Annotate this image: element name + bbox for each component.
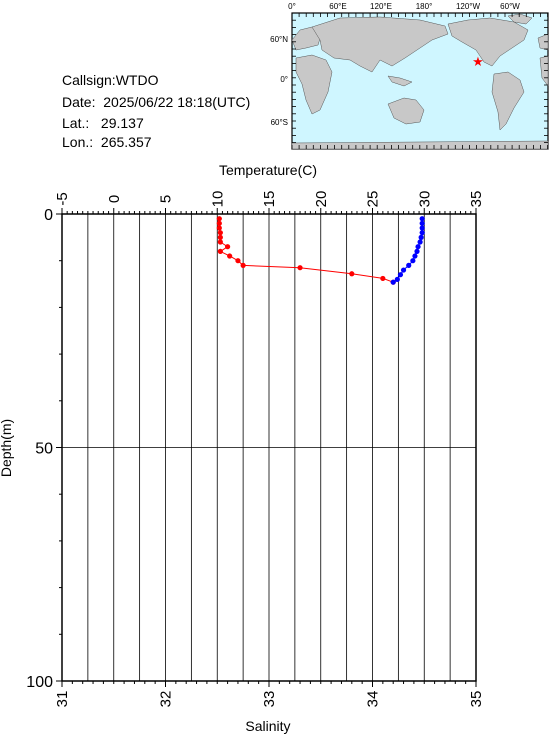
salinity-data-point xyxy=(410,258,416,264)
temperature-data-point xyxy=(216,220,222,226)
salinity-tick-label: 34 xyxy=(365,691,382,708)
salinity-data-point xyxy=(419,225,425,231)
temperature-tick-label: 30 xyxy=(416,191,433,208)
depth-tick-label: 0 xyxy=(44,207,53,224)
map-longitude-label: 60°W xyxy=(500,2,520,11)
temperature-data-point xyxy=(217,230,223,236)
depth-tick-label: 50 xyxy=(35,441,53,458)
salinity-data-point xyxy=(415,244,421,250)
temperature-data-point xyxy=(227,253,233,259)
temperature-tick-label: 15 xyxy=(261,191,278,208)
temperature-tick-label: 20 xyxy=(313,191,330,208)
temperature-data-point xyxy=(216,216,222,222)
salinity-data-point xyxy=(406,262,412,268)
temperature-tick-label: -5 xyxy=(54,192,71,205)
map-latitude-label: 60°N xyxy=(270,35,288,44)
salinity-data-point xyxy=(414,248,420,254)
salinity-tick-label: 35 xyxy=(468,691,485,708)
temperature-data-point xyxy=(240,262,246,268)
salinity-tick-label: 31 xyxy=(54,691,71,708)
salinity-data-point xyxy=(419,216,425,222)
salinity-tick-label: 32 xyxy=(158,691,175,708)
callsign-label: Callsign:WTDO xyxy=(62,72,159,88)
salinity-data-point xyxy=(417,239,423,245)
temperature-tick-label: 0 xyxy=(106,195,123,203)
temperature-data-point xyxy=(349,271,355,277)
temperature-data-point xyxy=(297,265,303,271)
temperature-tick-label: 10 xyxy=(209,191,226,208)
map-longitude-label: 0° xyxy=(288,2,296,11)
depth-tick-label: 100 xyxy=(26,674,53,691)
temperature-tick-label: 25 xyxy=(365,191,382,208)
temperature-data-point xyxy=(225,244,231,250)
longitude-label: Lon.: 265.357 xyxy=(62,134,152,150)
salinity-data-point xyxy=(419,220,425,226)
temperature-data-point xyxy=(380,275,386,282)
temperature-profile-line xyxy=(218,218,394,283)
salinity-axis-label: Salinity xyxy=(245,718,290,734)
salinity-data-point xyxy=(400,267,407,273)
world-map: ★ 0° 60°E 120°E 180° 120°W 60°W 60°N 0° 60°S xyxy=(270,2,549,150)
salinity-data-point xyxy=(412,253,418,259)
temperature-tick-label: 35 xyxy=(468,191,485,208)
salinity-tick-label: 33 xyxy=(261,691,278,708)
map-latitude-label: 60°S xyxy=(271,118,288,127)
temperature-data-point xyxy=(217,234,223,240)
map-longitude-label: 60°E xyxy=(329,2,346,11)
temperature-tick-label: 5 xyxy=(158,195,175,203)
latitude-label: Lat.: 29.137 xyxy=(62,115,144,131)
temperature-data-point xyxy=(217,248,223,254)
depth-axis-label: Depth(m) xyxy=(0,419,14,477)
salinity-data-point xyxy=(397,272,404,278)
salinity-data-point xyxy=(419,230,425,236)
date-label: Date: 2025/06/22 18:18(UTC) xyxy=(62,94,251,110)
map-longitude-label: 180° xyxy=(416,2,433,11)
temperature-data-point xyxy=(217,239,223,245)
map-longitude-label: 120°W xyxy=(456,2,481,11)
plot-grid xyxy=(61,214,477,681)
map-latitude-label: 0° xyxy=(280,75,288,84)
salinity-data-point xyxy=(390,279,396,285)
salinity-data-point xyxy=(394,276,400,282)
map-longitude-label: 120°E xyxy=(370,2,392,11)
temperature-axis-label: Temperature(C) xyxy=(219,162,317,178)
station-star-icon: ★ xyxy=(472,54,484,69)
temperature-data-point xyxy=(235,258,241,264)
temperature-data-point xyxy=(216,225,222,231)
salinity-data-point xyxy=(418,234,424,240)
